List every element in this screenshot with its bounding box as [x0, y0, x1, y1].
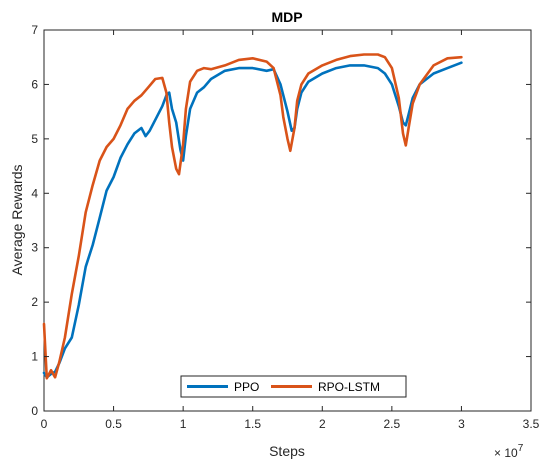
y-axis-label: Average Rewards	[9, 164, 25, 275]
x-tick-label: 0.5	[105, 417, 122, 431]
x-tick-label: 0	[41, 417, 48, 431]
y-tick-label: 1	[31, 350, 38, 364]
y-tick-label: 5	[31, 132, 38, 146]
legend: PPO RPO-LSTM	[180, 375, 407, 398]
x-exponent-base: × 10	[494, 446, 518, 460]
y-tick-label: 3	[31, 241, 38, 255]
x-axis-label: Steps	[269, 443, 305, 459]
x-tick-label: 1	[180, 417, 187, 431]
x-tick-label: 2.5	[384, 417, 401, 431]
x-exponent-label: × 107	[494, 443, 524, 460]
x-tick-label: 3.5	[523, 417, 540, 431]
y-tick-label: 4	[31, 186, 38, 200]
x-tick-label: 3	[458, 417, 465, 431]
y-tick-label: 7	[31, 23, 38, 37]
legend-label-ppo: PPO	[234, 380, 259, 394]
y-tick-label: 6	[31, 77, 38, 91]
y-tick-label: 2	[31, 295, 38, 309]
x-exponent-power: 7	[518, 443, 524, 454]
x-tick-label: 2	[319, 417, 326, 431]
chart-title: MDP	[271, 9, 302, 25]
plot-area	[43, 29, 532, 412]
x-tick-label: 1.5	[244, 417, 261, 431]
series-line-ppo	[42, 61, 463, 379]
ticks-layer: 0 0.5 1 1.5 2 2.5 3 3.5 0 1 2 3 4 5 6 7	[31, 23, 539, 431]
legend-label-rpo-lstm: RPO-LSTM	[318, 380, 380, 394]
y-tick-label: 0	[31, 404, 38, 418]
series-layer	[42, 53, 463, 380]
series-line-rpo-lstm	[42, 53, 463, 380]
